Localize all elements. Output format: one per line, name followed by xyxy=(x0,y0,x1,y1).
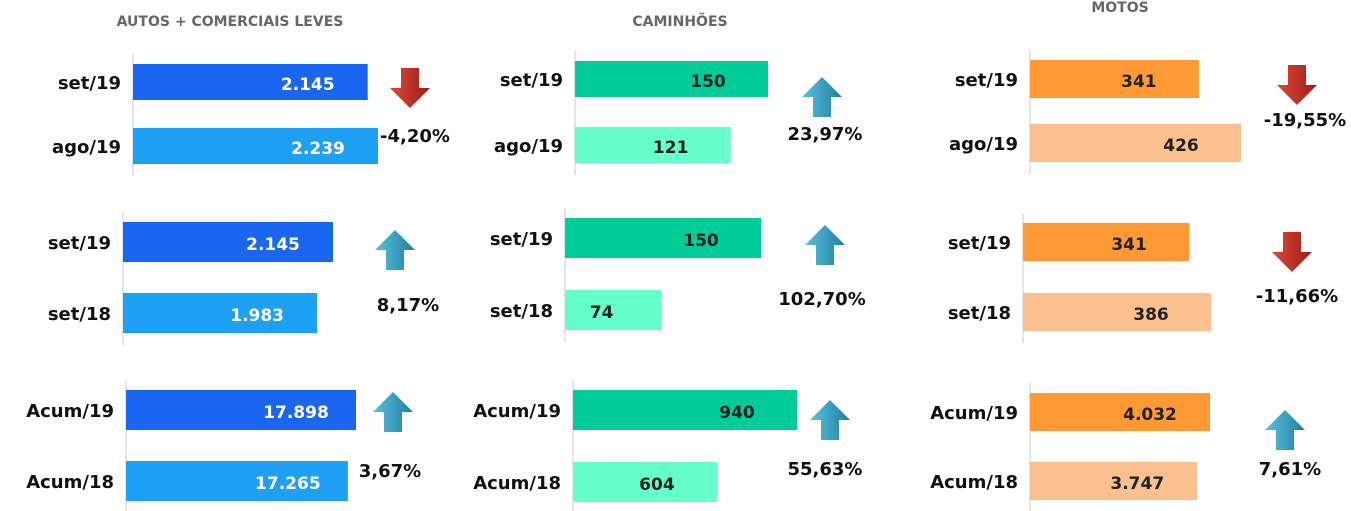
value-label: 17.265 xyxy=(255,474,321,494)
category-label: set/19 xyxy=(48,233,111,254)
value-label: 2.239 xyxy=(291,139,345,159)
category-label: Acum/18 xyxy=(473,473,561,494)
chart-title: MOTOS xyxy=(1091,0,1148,16)
bar xyxy=(133,64,368,100)
category-label: set/18 xyxy=(948,303,1011,324)
value-label: 386 xyxy=(1133,305,1169,325)
bar xyxy=(573,462,717,502)
value-label: 940 xyxy=(719,403,755,423)
change-label: -19,55% xyxy=(1264,110,1346,131)
category-label: Acum/19 xyxy=(930,403,1018,424)
bar xyxy=(1030,124,1241,162)
bar xyxy=(126,461,348,501)
value-label: 3.747 xyxy=(1110,474,1164,494)
value-label: 150 xyxy=(690,72,726,92)
value-label: 17.898 xyxy=(263,403,329,423)
arrow-up xyxy=(802,77,842,117)
change-label: -4,20% xyxy=(380,126,450,147)
category-label: set/18 xyxy=(48,304,111,325)
bar xyxy=(1023,223,1190,261)
value-label: 74 xyxy=(590,303,614,323)
change-label: 7,61% xyxy=(1259,459,1321,480)
value-label: 604 xyxy=(639,475,675,495)
value-label: 121 xyxy=(653,138,689,158)
category-label: set/19 xyxy=(948,233,1011,254)
bar xyxy=(123,222,333,262)
change-label: 3,67% xyxy=(359,461,421,482)
bar xyxy=(1023,293,1211,331)
arrow-up xyxy=(375,230,415,270)
bar xyxy=(565,290,662,330)
bar xyxy=(126,390,356,430)
value-label: 150 xyxy=(683,231,719,251)
category-label: set/19 xyxy=(58,73,121,94)
chart-title: AUTOS + COMERCIAIS LEVES xyxy=(117,14,344,30)
value-label: 1.983 xyxy=(230,306,284,326)
chart-title: CAMINHÕES xyxy=(632,12,727,30)
value-label: 341 xyxy=(1111,235,1147,255)
value-label: 426 xyxy=(1163,136,1199,156)
category-label: ago/19 xyxy=(52,137,121,158)
arrow-up xyxy=(805,225,845,265)
category-label: Acum/18 xyxy=(26,472,114,493)
value-label: 341 xyxy=(1121,72,1157,92)
value-label: 2.145 xyxy=(246,235,300,255)
change-label: 55,63% xyxy=(788,459,863,480)
category-label: Acum/19 xyxy=(473,401,561,422)
arrow-up xyxy=(373,392,413,432)
value-label: 2.145 xyxy=(281,75,335,95)
bar xyxy=(575,61,768,97)
bar xyxy=(575,127,731,163)
category-label: set/18 xyxy=(490,301,553,322)
arrow-up xyxy=(1265,410,1305,450)
bar xyxy=(1030,462,1198,500)
category-label: Acum/19 xyxy=(26,401,114,422)
category-label: Acum/18 xyxy=(930,472,1018,493)
change-label: -11,66% xyxy=(1256,286,1338,307)
category-label: set/19 xyxy=(955,70,1018,91)
category-label: ago/19 xyxy=(949,134,1018,155)
arrow-down xyxy=(1272,232,1312,272)
category-label: set/19 xyxy=(500,70,563,91)
arrow-up xyxy=(810,400,850,440)
bar xyxy=(123,293,318,333)
arrow-down xyxy=(1277,65,1317,105)
arrow-down xyxy=(390,68,430,108)
bar xyxy=(573,390,797,430)
bar xyxy=(133,128,378,164)
bar xyxy=(1030,393,1210,431)
bar xyxy=(565,218,761,258)
change-label: 23,97% xyxy=(788,124,863,145)
change-label: 8,17% xyxy=(377,295,439,316)
bar xyxy=(1030,60,1199,98)
category-label: set/19 xyxy=(490,229,553,250)
value-label: 4.032 xyxy=(1123,405,1177,425)
category-label: ago/19 xyxy=(494,136,563,157)
change-label: 102,70% xyxy=(778,289,866,310)
